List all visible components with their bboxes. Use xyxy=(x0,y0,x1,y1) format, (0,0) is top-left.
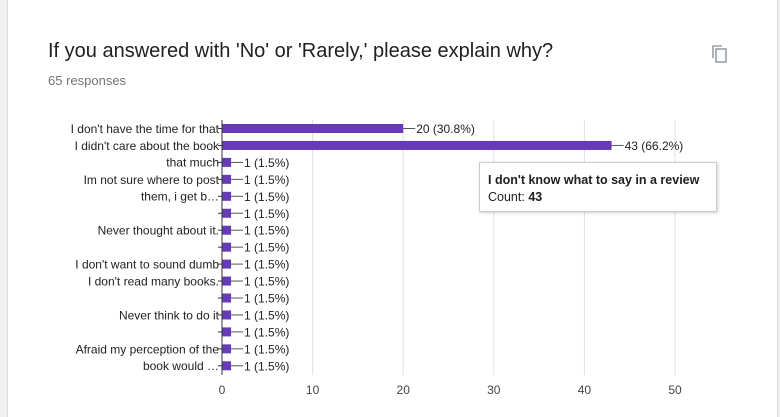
gridlines xyxy=(312,120,676,375)
category-label: I didn't care about the book xyxy=(75,139,220,153)
bar[interactable] xyxy=(222,140,612,150)
x-tick-label: 20 xyxy=(397,383,411,397)
bar[interactable] xyxy=(222,293,232,303)
data-label: 1 (1.5%) xyxy=(244,342,289,356)
x-tick-label: 0 xyxy=(219,383,226,397)
bar[interactable] xyxy=(222,225,232,235)
x-tick-label: 30 xyxy=(487,383,501,397)
data-label: 1 (1.5%) xyxy=(244,359,289,373)
category-label: I don't have the time for that xyxy=(71,122,220,136)
category-label: book would … xyxy=(143,359,219,373)
data-label: 1 (1.5%) xyxy=(244,308,289,322)
bar[interactable] xyxy=(222,174,232,184)
data-label: 1 (1.5%) xyxy=(244,258,289,272)
data-label: 1 (1.5%) xyxy=(244,292,289,306)
category-label: Never think to do it xyxy=(119,308,220,322)
data-label: 1 (1.5%) xyxy=(244,173,289,187)
data-label: 20 (30.8%) xyxy=(416,122,475,136)
tooltip-category: I don't know what to say in a review xyxy=(488,173,700,187)
bar[interactable] xyxy=(222,208,232,218)
response-count: 65 responses xyxy=(48,73,127,88)
data-label: 1 (1.5%) xyxy=(244,275,289,289)
data-label: 1 (1.5%) xyxy=(244,241,289,255)
bars xyxy=(222,124,612,371)
x-tick-label: 10 xyxy=(306,383,320,397)
bar[interactable] xyxy=(222,344,232,354)
bar[interactable] xyxy=(222,191,232,201)
category-label: Never thought about it. xyxy=(98,224,219,238)
bar[interactable] xyxy=(222,259,232,269)
bar[interactable] xyxy=(222,361,232,371)
bar[interactable] xyxy=(222,124,404,133)
category-label: that much xyxy=(166,156,219,170)
data-label: 1 (1.5%) xyxy=(244,190,289,204)
bar[interactable] xyxy=(222,327,232,337)
data-label: 1 (1.5%) xyxy=(244,325,289,339)
bar[interactable] xyxy=(222,242,232,252)
data-labels: 20 (30.8%) 43 (66.2%) 1 (1.5%) 1 (1.5%) 1 (1… xyxy=(231,122,683,373)
data-label: 1 (1.5%) xyxy=(244,207,289,221)
question-title: If you answered with 'No' or 'Rarely,' p… xyxy=(48,40,554,62)
x-tick-labels: 0 10 20 30 40 50 xyxy=(219,383,682,397)
copy-chart-button[interactable] xyxy=(708,42,732,66)
axes xyxy=(218,120,223,375)
category-label: Afraid my perception of the xyxy=(76,343,220,357)
bar[interactable] xyxy=(222,276,232,286)
category-label: them, i get b… xyxy=(141,190,219,204)
tooltip-count-label: Count: xyxy=(488,190,525,204)
data-label: 43 (66.2%) xyxy=(625,139,684,153)
x-tick-label: 40 xyxy=(578,383,592,397)
copy-icon xyxy=(712,45,727,63)
bar[interactable] xyxy=(222,310,232,320)
data-label: 1 (1.5%) xyxy=(244,224,289,238)
category-labels: I don't have the time for that I didn't c… xyxy=(71,122,220,373)
bar[interactable] xyxy=(222,157,232,167)
tooltip: I don't know what to say in a review Cou… xyxy=(479,162,717,212)
data-label: 1 (1.5%) xyxy=(244,156,289,170)
category-label: Im not sure where to post xyxy=(84,173,220,187)
tooltip-count: Count: 43 xyxy=(488,190,542,204)
x-tick-label: 50 xyxy=(668,383,682,397)
tooltip-count-value: 43 xyxy=(528,190,543,204)
category-label: I don't read many books. xyxy=(88,275,219,289)
category-label: I don't want to sound dumb xyxy=(75,258,219,272)
